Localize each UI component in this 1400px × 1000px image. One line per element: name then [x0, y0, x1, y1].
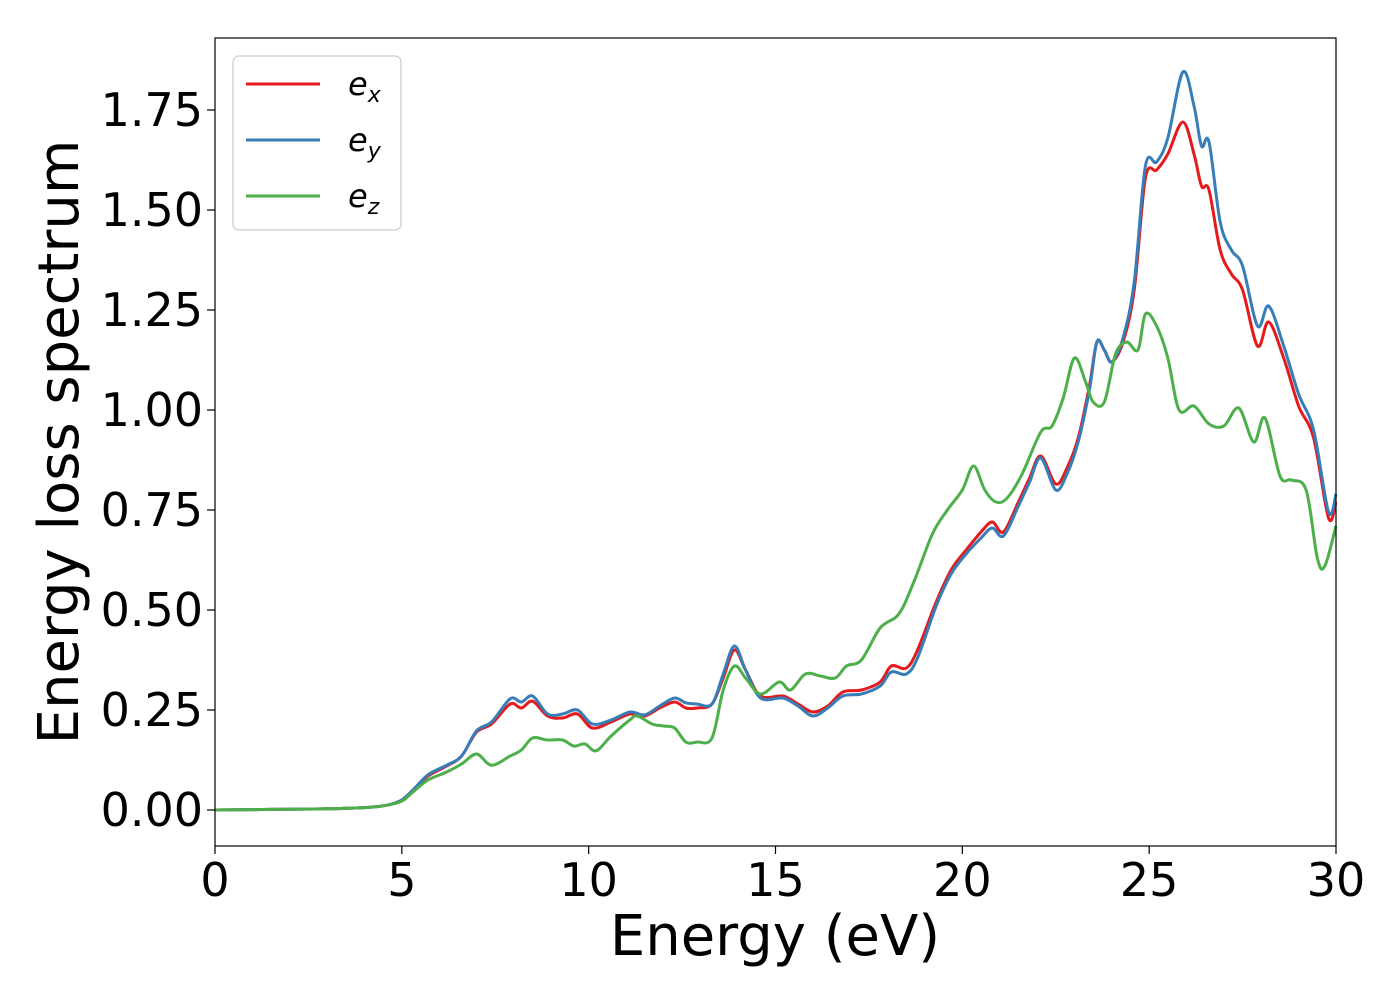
- y-tick-label: 1.50: [101, 183, 203, 237]
- y-tick-label: 0.25: [101, 683, 203, 737]
- x-tick-label: 5: [387, 853, 416, 907]
- legend-subscript: x: [367, 83, 382, 108]
- legend-subscript: y: [367, 139, 382, 164]
- x-tick-label: 10: [559, 853, 618, 907]
- legend-box: [232, 55, 402, 231]
- x-axis-label: Energy (eV): [610, 904, 940, 969]
- x-tick-label: 15: [746, 853, 805, 907]
- x-axis-ticks: 0 5 10 15 20 25 30: [200, 846, 1365, 907]
- series-lines: [214, 69, 1338, 812]
- y-axis-ticks: 0.00 0.25 0.50 0.75 1.00 1.25 1.50 1.75: [101, 83, 215, 837]
- x-tick-label: 0: [200, 853, 229, 907]
- y-axis-label: Energy loss spectrum: [27, 140, 92, 745]
- y-tick-label: 1.25: [101, 283, 203, 337]
- x-tick-label: 25: [1120, 853, 1179, 907]
- y-tick-label: 1.00: [101, 383, 203, 437]
- y-tick-label: 1.75: [101, 83, 203, 137]
- x-tick-label: 30: [1307, 853, 1366, 907]
- series-line-ey: [214, 69, 1338, 812]
- legend-subscript: z: [367, 195, 380, 220]
- y-tick-label: 0.00: [101, 783, 203, 837]
- y-tick-label: 0.75: [101, 483, 203, 537]
- series-line-ez: [214, 311, 1338, 812]
- y-tick-label: 0.50: [101, 583, 203, 637]
- x-tick-label: 20: [933, 853, 992, 907]
- series-line-ex: [214, 120, 1338, 812]
